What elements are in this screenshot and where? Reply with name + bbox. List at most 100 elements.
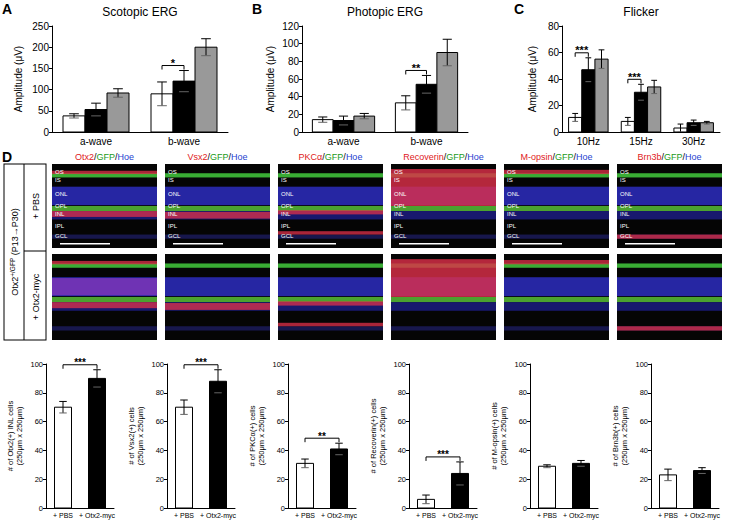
svg-text:ONL: ONL (281, 191, 294, 197)
svg-text:Vsx2/GFP/Hoe: Vsx2/GFP/Hoe (187, 152, 247, 162)
svg-text:0: 0 (644, 504, 648, 513)
svg-text:0: 0 (553, 127, 559, 138)
svg-text:+ Otx2-myc: + Otx2-myc (563, 512, 599, 520)
svg-text:IS: IS (394, 177, 400, 183)
svg-text:100: 100 (514, 360, 527, 369)
svg-text:0: 0 (160, 504, 164, 513)
svg-text:INL: INL (394, 211, 404, 217)
svg-text:(250μm x 250μm): (250μm x 250μm) (499, 406, 508, 466)
svg-text:0: 0 (523, 504, 527, 513)
svg-text:IPL: IPL (394, 223, 404, 229)
svg-text:Photopic ERG: Photopic ERG (347, 5, 423, 19)
svg-text:80: 80 (277, 388, 285, 397)
svg-text:+ PBS: + PBS (658, 512, 678, 519)
svg-text:20: 20 (548, 100, 560, 111)
svg-text:OPL: OPL (620, 203, 633, 209)
svg-text:Amplitude (μV): Amplitude (μV) (13, 46, 24, 112)
svg-text:OS: OS (507, 169, 516, 175)
svg-text:15Hz: 15Hz (629, 136, 652, 147)
svg-text:40: 40 (277, 446, 285, 455)
svg-text:Flicker: Flicker (623, 5, 658, 19)
svg-text:GCL: GCL (394, 233, 407, 239)
svg-text:80: 80 (35, 388, 43, 397)
svg-text:40: 40 (519, 446, 527, 455)
svg-text:# of Otx2(+) INL cells: # of Otx2(+) INL cells (6, 401, 15, 472)
svg-text:INL: INL (168, 211, 178, 217)
svg-text:Amplitude (μV): Amplitude (μV) (527, 46, 538, 112)
svg-text:+ Otx2-myc: + Otx2-myc (79, 512, 115, 520)
svg-text:0: 0 (39, 504, 43, 513)
svg-text:A: A (2, 1, 12, 17)
svg-text:100: 100 (282, 38, 299, 49)
svg-text:**: ** (412, 62, 421, 74)
svg-text:40: 40 (640, 446, 648, 455)
svg-text:(250μm x 250μm): (250μm x 250μm) (136, 406, 145, 466)
svg-text:***: *** (195, 357, 207, 368)
svg-text:60: 60 (35, 417, 43, 426)
svg-text:ONL: ONL (507, 191, 520, 197)
svg-text:INL: INL (507, 211, 517, 217)
svg-text:20: 20 (398, 475, 406, 484)
svg-text:IPL: IPL (507, 223, 517, 229)
svg-text:200: 200 (32, 42, 49, 53)
svg-text:60: 60 (548, 47, 560, 58)
svg-text:# of Brn3b(+) cells: # of Brn3b(+) cells (611, 405, 620, 466)
svg-text:a-wave: a-wave (80, 136, 113, 147)
svg-text:Amplitude (μV): Amplitude (μV) (265, 46, 276, 112)
svg-text:120: 120 (282, 21, 299, 32)
svg-text:40: 40 (398, 446, 406, 455)
svg-text:150: 150 (32, 63, 49, 74)
svg-text:60: 60 (277, 417, 285, 426)
svg-text:OPL: OPL (168, 203, 181, 209)
svg-text:(250μm x 250μm): (250μm x 250μm) (378, 406, 387, 466)
svg-text:PKCα/GFP/Hoe: PKCα/GFP/Hoe (299, 152, 363, 162)
svg-text:Scotopic ERG: Scotopic ERG (102, 5, 177, 19)
svg-text:M-opsin/GFP/Hoe: M-opsin/GFP/Hoe (520, 152, 592, 162)
svg-text:0: 0 (281, 504, 285, 513)
svg-text:OPL: OPL (394, 203, 407, 209)
svg-text:(250μm x 250μm): (250μm x 250μm) (15, 406, 24, 466)
svg-text:0: 0 (43, 127, 49, 138)
svg-text:INL: INL (55, 211, 65, 217)
svg-text:OS: OS (620, 169, 629, 175)
svg-text:+ PBS: + PBS (174, 512, 194, 519)
svg-text:ONL: ONL (620, 191, 633, 197)
svg-text:80: 80 (288, 56, 300, 67)
svg-text:b-wave: b-wave (410, 136, 443, 147)
svg-text:b-wave: b-wave (168, 136, 201, 147)
svg-text:***: *** (628, 71, 642, 83)
svg-text:(250μm x 250μm): (250μm x 250μm) (257, 406, 266, 466)
svg-text:+ Otx2-myc: + Otx2-myc (200, 512, 236, 520)
svg-text:Otx2+/GFP (P13→P30): Otx2+/GFP (P13→P30) (9, 208, 20, 296)
svg-text:GCL: GCL (507, 233, 520, 239)
svg-text:+ Otx2-myc: + Otx2-myc (442, 512, 478, 520)
svg-text:# of PKCα(+) cells: # of PKCα(+) cells (248, 405, 257, 466)
svg-text:60: 60 (156, 417, 164, 426)
svg-text:***: *** (575, 44, 589, 56)
svg-text:IS: IS (281, 177, 287, 183)
svg-text:100: 100 (272, 360, 285, 369)
svg-text:GCL: GCL (281, 233, 294, 239)
svg-text:INL: INL (281, 211, 291, 217)
svg-text:80: 80 (398, 388, 406, 397)
svg-text:**: ** (318, 431, 326, 442)
svg-text:ONL: ONL (394, 191, 407, 197)
svg-text:20: 20 (277, 475, 285, 484)
svg-text:60: 60 (398, 417, 406, 426)
svg-text:# of M-opsin(+) cells: # of M-opsin(+) cells (490, 402, 499, 470)
svg-text:OS: OS (394, 169, 403, 175)
svg-text:20: 20 (519, 475, 527, 484)
svg-text:+ Otx2-myc: + Otx2-myc (31, 273, 41, 320)
svg-text:100: 100 (30, 360, 43, 369)
svg-text:+ PBS: + PBS (31, 193, 41, 219)
svg-text:60: 60 (519, 417, 527, 426)
svg-text:OS: OS (168, 169, 177, 175)
svg-text:GCL: GCL (55, 233, 68, 239)
svg-text:250: 250 (32, 21, 49, 32)
svg-text:60: 60 (640, 417, 648, 426)
svg-text:IS: IS (507, 177, 513, 183)
svg-text:OS: OS (55, 169, 64, 175)
svg-text:# of Vsx2(+) cells: # of Vsx2(+) cells (127, 407, 136, 465)
svg-text:40: 40 (35, 446, 43, 455)
svg-text:***: *** (437, 449, 449, 460)
